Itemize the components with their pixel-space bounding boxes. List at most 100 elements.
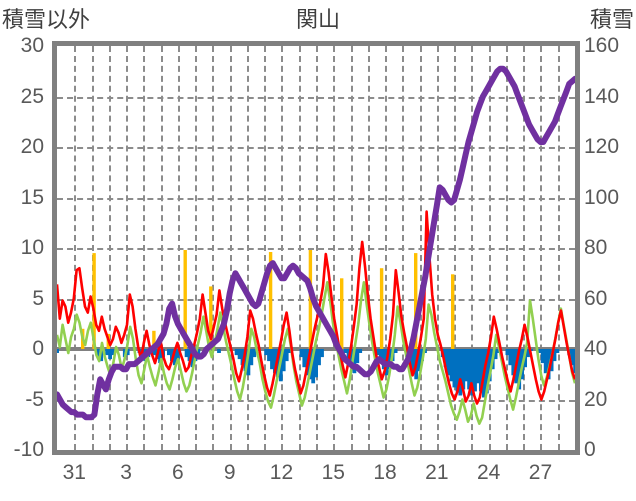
right-tick-label: 120: [584, 135, 620, 158]
snowfall-bar: [287, 349, 292, 353]
snowfall-bar: [273, 349, 277, 374]
snowfall-bar: [299, 349, 304, 358]
precipitation-bar: [379, 268, 384, 349]
snowfall-bar: [349, 349, 354, 368]
snowfall-bar: [470, 349, 474, 396]
x-tick-label: 3: [120, 461, 132, 484]
x-tick-label: 6: [172, 461, 184, 484]
snowfall-bar: [493, 349, 498, 360]
snow-depth-line: [57, 65, 575, 421]
snowfall-bar: [417, 349, 421, 372]
v-gridline: [402, 46, 405, 450]
snowfall-bar: [479, 349, 483, 392]
right-tick-label: 100: [584, 185, 620, 209]
v-gridline: [108, 46, 111, 450]
x-tick-label: 21: [425, 461, 449, 484]
v-gridline: [505, 46, 508, 450]
x-tick-label: 9: [223, 461, 236, 484]
precipitation-bar: [183, 250, 187, 349]
right-tick-label: 160: [584, 34, 620, 57]
snowfall-bar: [320, 349, 324, 358]
right-tick-label: 0: [584, 438, 596, 461]
snowfall-bar: [175, 349, 180, 360]
snowfall-bar: [476, 349, 480, 384]
precipitation-bar: [209, 286, 213, 349]
x-tick-label: 18: [373, 461, 397, 484]
snowfall-bar: [355, 349, 360, 364]
left-tick-label: 20: [20, 135, 44, 158]
v-gridline: [91, 46, 94, 450]
v-gridline: [471, 46, 474, 450]
v-gridline: [264, 46, 267, 450]
snowfall-bar: [152, 349, 157, 356]
snowfall-bar: [314, 349, 318, 378]
v-gridline: [333, 46, 336, 450]
snowfall-bar: [511, 349, 516, 376]
chart-title: 関山: [295, 7, 340, 32]
v-gridline: [281, 46, 284, 450]
x-tick-label: 15: [321, 461, 345, 484]
snowfall-bar: [270, 349, 274, 370]
x-tick-label: 12: [269, 461, 294, 484]
snowfall-bar: [170, 349, 174, 362]
snowfall-bar: [311, 349, 316, 384]
precipitation-bar: [152, 330, 156, 349]
right-tick-label: 20: [584, 387, 608, 411]
v-gridline: [488, 46, 491, 450]
snowfall-bar: [473, 349, 477, 392]
snowfall-bar: [455, 349, 460, 392]
left-tick-label: -5: [25, 387, 44, 411]
right-axis-title: 積雪: [589, 7, 634, 32]
snowfall-bar: [96, 349, 101, 358]
precipitation-bar: [414, 253, 418, 349]
plot-area: [57, 46, 575, 450]
snowfall-bar: [184, 349, 189, 358]
series-layer: [57, 65, 575, 426]
snowfall-bar: [111, 349, 115, 356]
v-gridline: [367, 46, 370, 450]
v-gridline: [419, 46, 422, 450]
precipitation-bar: [451, 274, 455, 349]
v-gridline: [143, 46, 146, 450]
snowfall-bar: [487, 349, 492, 382]
snowfall-bar: [484, 349, 489, 394]
snowfall-bar: [464, 349, 469, 382]
x-tick-label: 24: [476, 461, 501, 484]
precipitation-bar: [340, 278, 344, 349]
precipitation-bar: [92, 253, 96, 349]
snowfall-bar: [537, 349, 542, 353]
snowfall-bar: [546, 349, 551, 380]
snowfall-bar: [240, 349, 245, 366]
snowfall-bar: [452, 349, 457, 388]
v-gridline: [298, 46, 301, 450]
v-gridline: [212, 46, 215, 450]
snowfall-bar: [505, 349, 510, 356]
right-tick-label: 80: [584, 236, 608, 259]
snowfall-bar: [443, 349, 448, 368]
v-gridline: [229, 46, 232, 450]
left-tick-label: 10: [20, 236, 44, 259]
v-gridline: [436, 46, 439, 450]
left-tick-label: 25: [20, 84, 44, 108]
left-tick-label: 15: [20, 185, 44, 209]
snowfall-bar: [378, 349, 383, 364]
v-gridline: [523, 46, 526, 450]
v-gridline: [385, 46, 388, 450]
snowfall-bar: [543, 349, 548, 374]
precipitation-bar: [268, 252, 273, 349]
v-gridline: [316, 46, 318, 450]
left-axis-title: 積雪以外: [2, 7, 91, 32]
snowfall-bar: [317, 349, 321, 366]
x-tick-label: 31: [62, 461, 86, 484]
v-gridline: [557, 46, 560, 450]
snowfall-bar: [167, 349, 171, 356]
v-gridline: [74, 46, 77, 450]
snowfall-bar: [158, 349, 162, 364]
min-temp-line: [57, 281, 575, 426]
x-tick-label: 27: [528, 461, 553, 484]
snowfall-bar: [264, 349, 268, 356]
snowfall-bar: [573, 349, 575, 374]
right-tick-label: 60: [584, 286, 608, 310]
snowfall-bar: [526, 349, 530, 358]
